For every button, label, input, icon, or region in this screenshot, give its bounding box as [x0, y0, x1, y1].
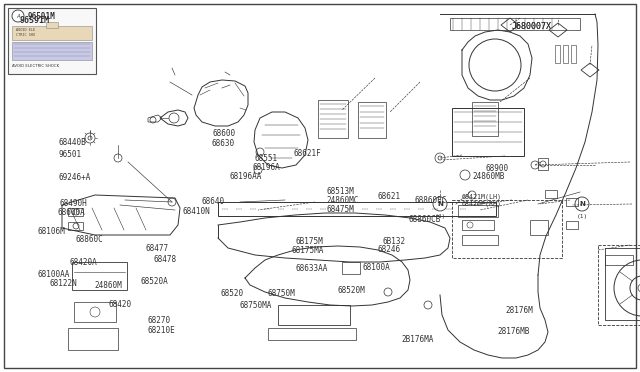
Bar	[68, 222, 83, 230]
Text: 68520: 68520	[221, 289, 244, 298]
Text: 68196AA: 68196AA	[229, 172, 262, 181]
Bar	[68, 328, 118, 350]
Bar	[555, 45, 560, 63]
Text: 68860C: 68860C	[76, 235, 103, 244]
Text: 68630: 68630	[211, 139, 234, 148]
Text: 68420: 68420	[109, 300, 132, 309]
Text: 68106M: 68106M	[37, 227, 65, 236]
Text: 68100A: 68100A	[363, 263, 390, 272]
Text: 68477: 68477	[146, 244, 169, 253]
Text: 68513M: 68513M	[326, 187, 354, 196]
Text: A: A	[16, 13, 20, 19]
Text: N: N	[437, 201, 443, 207]
Bar	[452, 200, 562, 258]
Bar	[342, 262, 360, 274]
Text: 68520M: 68520M	[337, 286, 365, 295]
Bar	[566, 221, 578, 229]
Text: 68210E: 68210E	[147, 326, 175, 335]
Text: 68420A: 68420A	[69, 258, 97, 267]
Text: (1): (1)	[577, 214, 588, 218]
Text: 68440B: 68440B	[59, 138, 86, 147]
Bar	[563, 45, 568, 63]
Circle shape	[575, 197, 589, 211]
Text: AVOID ELE: AVOID ELE	[16, 28, 35, 32]
Text: AVOID ELECTRIC SHOCK: AVOID ELECTRIC SHOCK	[12, 64, 59, 68]
Bar	[462, 220, 494, 230]
Bar	[450, 18, 580, 30]
Text: 68490H: 68490H	[60, 199, 87, 208]
Bar	[8, 8, 96, 74]
Text: 68900: 68900	[485, 164, 508, 173]
Circle shape	[433, 197, 447, 211]
Text: 96591M: 96591M	[28, 12, 56, 20]
Text: 68750M: 68750M	[268, 289, 295, 298]
Text: CTRIC SHO: CTRIC SHO	[16, 33, 35, 37]
Text: (4): (4)	[435, 214, 445, 218]
Text: 68410N: 68410N	[182, 207, 210, 216]
Text: 68551: 68551	[255, 154, 278, 163]
Text: 68621: 68621	[378, 192, 401, 201]
Text: 68270: 68270	[147, 316, 170, 325]
Bar	[458, 205, 498, 217]
Text: 96591M: 96591M	[20, 16, 50, 25]
Text: 68860CB: 68860CB	[408, 215, 441, 224]
Text: J680007X: J680007X	[512, 22, 552, 31]
Text: 68633AA: 68633AA	[296, 264, 328, 273]
Bar	[462, 235, 498, 245]
Text: 68100AA: 68100AA	[37, 270, 70, 279]
Text: 68196A: 68196A	[253, 163, 280, 172]
Text: 2B176MA: 2B176MA	[402, 335, 435, 344]
Bar	[72, 262, 127, 290]
Text: 68475M: 68475M	[326, 205, 354, 214]
Text: 68750MA: 68750MA	[240, 301, 273, 310]
Text: 68175MA: 68175MA	[292, 246, 324, 255]
Bar	[278, 305, 350, 325]
Text: N: N	[579, 201, 585, 207]
Bar	[538, 158, 548, 170]
Text: 68600: 68600	[212, 129, 236, 138]
Text: 24860MC: 24860MC	[326, 196, 359, 205]
Circle shape	[12, 10, 24, 22]
Text: 68640: 68640	[202, 197, 225, 206]
Bar	[530, 220, 548, 235]
Text: 24860M: 24860M	[95, 281, 122, 290]
Text: 6B175M: 6B175M	[296, 237, 323, 246]
Bar	[46, 22, 58, 28]
Text: 68621F: 68621F	[293, 149, 321, 158]
Bar	[545, 190, 557, 198]
Bar	[605, 255, 633, 265]
Text: 68420P(RH): 68420P(RH)	[462, 201, 502, 207]
Bar	[472, 102, 498, 136]
Bar	[598, 245, 640, 325]
Bar	[452, 108, 524, 156]
Text: 69246+A: 69246+A	[59, 173, 92, 182]
Bar	[358, 102, 386, 138]
Text: 68421M(LH): 68421M(LH)	[462, 193, 502, 200]
Bar	[68, 208, 83, 216]
Text: 28176MB: 28176MB	[498, 327, 531, 336]
Bar	[605, 248, 640, 320]
Bar	[571, 45, 576, 63]
Text: 68860EC: 68860EC	[415, 196, 447, 205]
Bar	[218, 202, 496, 216]
Bar	[318, 100, 348, 138]
Bar	[566, 198, 578, 206]
Bar	[74, 302, 116, 322]
Text: 68246: 68246	[378, 246, 401, 254]
Text: 24860MB: 24860MB	[472, 172, 505, 181]
Bar	[268, 328, 356, 340]
Text: 68478: 68478	[154, 255, 177, 264]
Bar	[12, 42, 92, 60]
Text: 28176M: 28176M	[506, 306, 533, 315]
Text: 68600A: 68600A	[58, 208, 85, 217]
Text: 6B132: 6B132	[383, 237, 406, 246]
Text: 96501: 96501	[59, 150, 82, 159]
Text: 68520A: 68520A	[141, 278, 168, 286]
Text: 68122N: 68122N	[50, 279, 77, 288]
Text: J680007X: J680007X	[512, 22, 552, 31]
Bar	[12, 26, 92, 40]
